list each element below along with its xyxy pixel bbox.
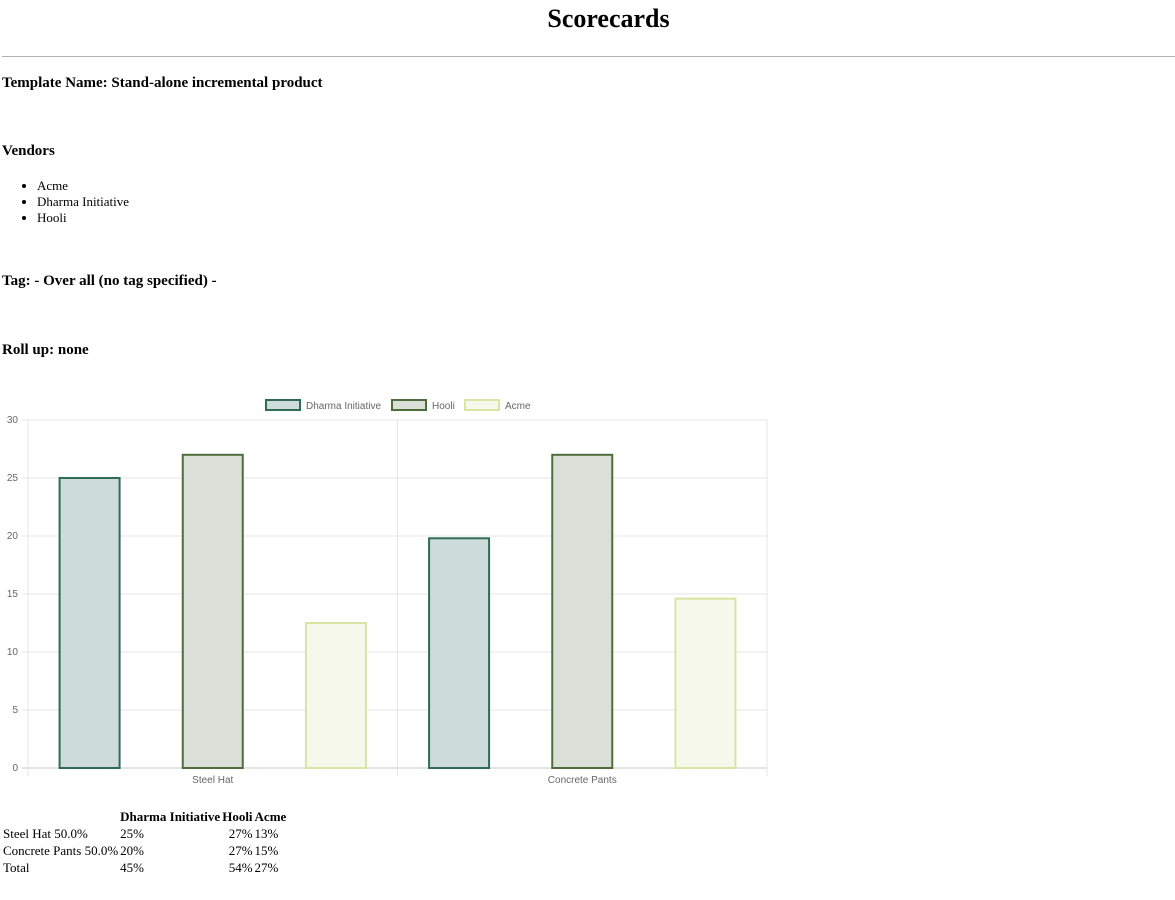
bar (304, 622, 367, 769)
table-cell: 27% (228, 826, 253, 841)
tag-heading: Tag: - Over all (no tag specified) - (2, 273, 217, 289)
row-label: Concrete Pants 50.0% (3, 843, 119, 858)
y-tick-label: 25 (7, 473, 19, 484)
table-cell: 54% (228, 860, 253, 875)
vendor-item: Hooli (37, 210, 129, 226)
template-name-heading: Template Name: Stand-alone incremental p… (2, 75, 323, 91)
x-tick-label: Steel Hat (192, 775, 233, 786)
bar (181, 453, 244, 770)
page-title: Scorecards (547, 4, 670, 33)
bar (551, 453, 614, 770)
x-tick-label: Concrete Pants (548, 775, 617, 786)
vendor-list: Acme Dharma Initiative Hooli (18, 178, 129, 226)
title-divider (2, 56, 1175, 57)
scores-table: Dharma Initiative Hooli Acme Steel Hat 5… (2, 808, 287, 876)
rollup-heading: Roll up: none (2, 342, 89, 358)
vendor-item: Dharma Initiative (37, 194, 129, 210)
y-tick-label: 15 (7, 589, 19, 600)
table-header-cell: Dharma Initiative (120, 809, 221, 824)
legend-swatch (464, 399, 500, 411)
table-cell: 27% (228, 843, 253, 858)
y-tick-label: 10 (7, 647, 19, 658)
table-row: Steel Hat 50.0% 25% 27% 13% (2, 825, 287, 842)
y-tick-label: 0 (12, 763, 18, 774)
bar (674, 597, 737, 769)
table-header-cell: Hooli (222, 809, 253, 824)
row-label: Steel Hat 50.0% (3, 826, 88, 841)
table-header-cell: Acme (254, 809, 287, 824)
table-cell: 20% (120, 843, 145, 858)
bar (428, 537, 491, 769)
row-label: Total (3, 860, 30, 875)
scores-bar-chart: 0 5 10 15 20 25 30 Steel Hat Concrete Pants Dharm… (7, 399, 768, 786)
table-cell: 13% (254, 826, 279, 841)
y-tick-label: 5 (12, 705, 18, 716)
table-cell: 25% (120, 826, 145, 841)
legend-label: Dharma Initiative (306, 401, 381, 412)
legend-label: Hooli (432, 401, 455, 412)
table-row: Total 45% 54% 27% (2, 859, 287, 876)
legend-swatch (265, 399, 301, 411)
table-cell: 45% (120, 860, 145, 875)
y-tick-label: 30 (7, 415, 19, 426)
table-cell: 27% (254, 860, 279, 875)
legend-label: Acme (505, 401, 531, 412)
legend-swatch (391, 399, 427, 411)
y-tick-label: 20 (7, 531, 19, 542)
vendors-heading: Vendors (2, 143, 55, 159)
table-header-row: Dharma Initiative Hooli Acme (2, 808, 287, 825)
bar (58, 477, 121, 769)
vendor-item: Acme (37, 178, 129, 194)
table-row: Concrete Pants 50.0% 20% 27% 15% (2, 842, 287, 859)
table-header-cell (2, 808, 119, 825)
table-cell: 15% (254, 843, 279, 858)
